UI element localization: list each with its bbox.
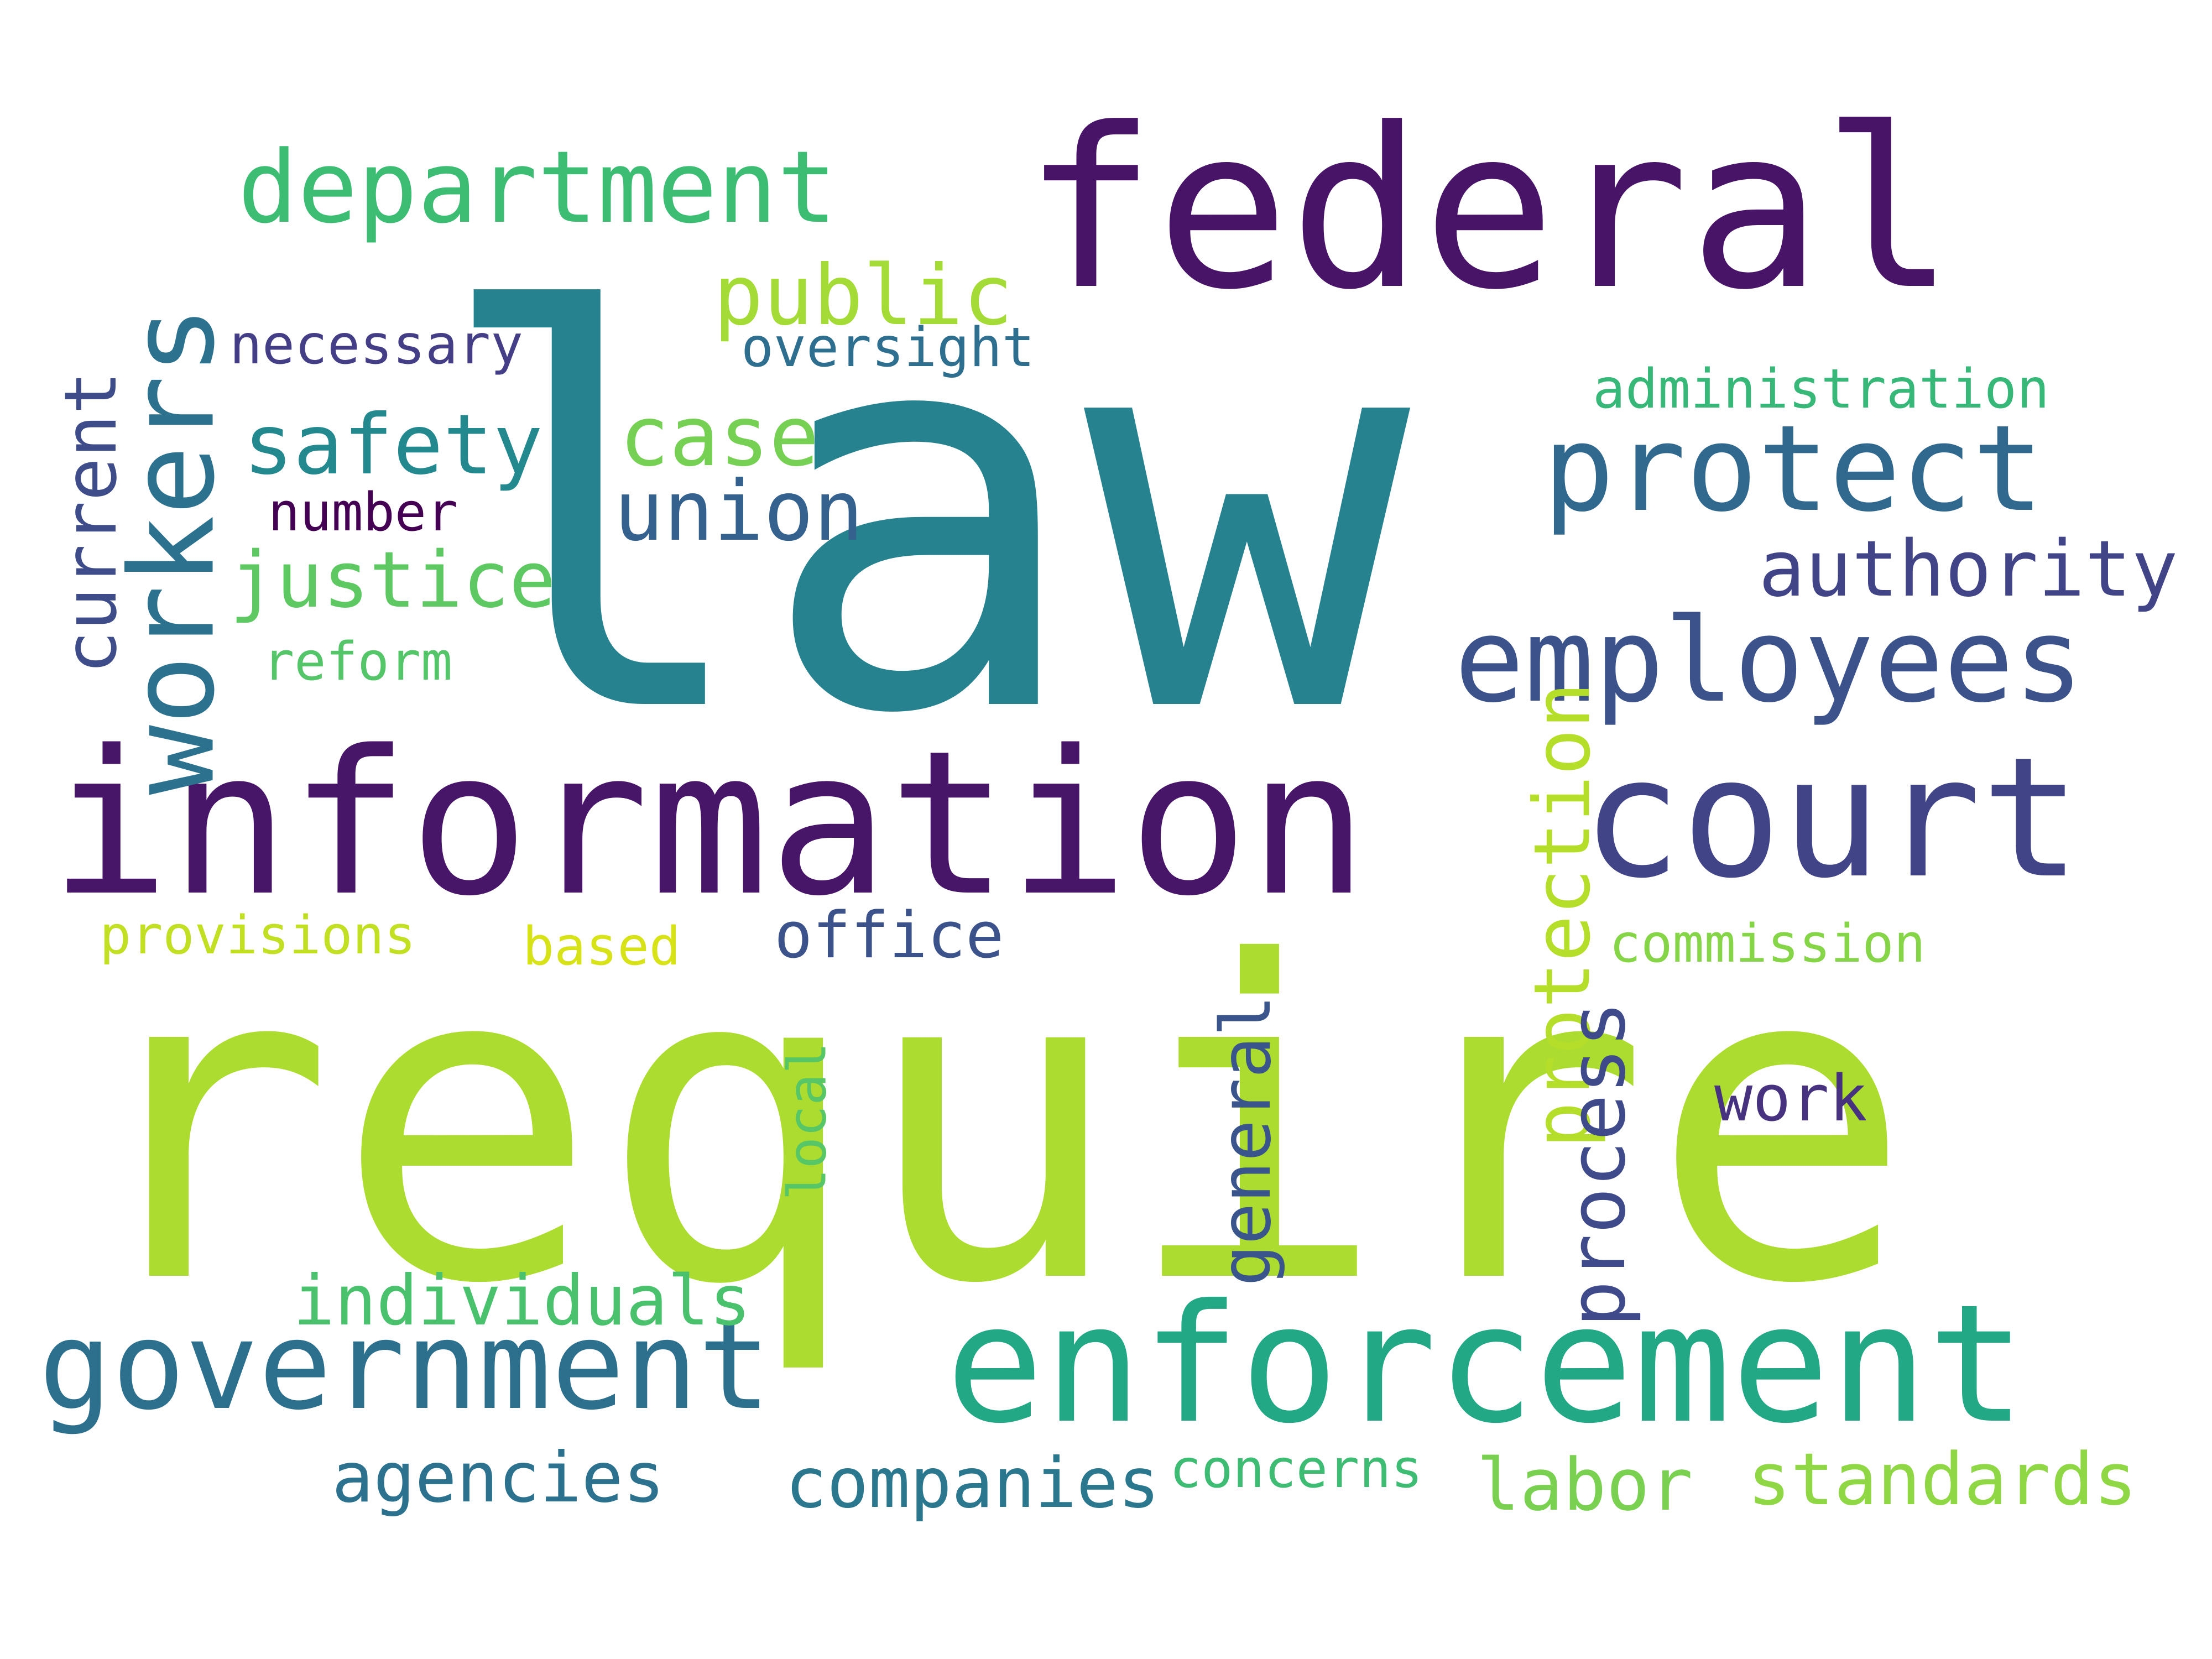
word-reform: reform: [263, 632, 453, 692]
word-office: office: [774, 899, 1004, 973]
word-individuals: individuals: [293, 1261, 751, 1341]
word-general: general: [1206, 995, 1286, 1286]
word-public: public: [713, 248, 1013, 344]
word-authority: authority: [1759, 524, 2178, 614]
word-oversight: oversight: [741, 316, 1035, 379]
word-labor: labor: [1477, 1443, 1693, 1527]
word-department: department: [238, 130, 837, 246]
word-number: number: [268, 482, 458, 543]
word-necessary: necessary: [229, 314, 524, 377]
word-federal: federal: [1023, 81, 1955, 338]
word-government: government: [39, 1295, 771, 1437]
word-administration: administration: [1593, 358, 2050, 421]
word-require: require: [72, 871, 1913, 1379]
word-process: process: [1553, 1000, 1644, 1328]
word-concerns: concerns: [1170, 1439, 1423, 1500]
word-protect: protect: [1543, 399, 2044, 538]
word-commission: commission: [1609, 914, 1926, 974]
word-agencies: agencies: [332, 1438, 665, 1518]
word-justice: justice: [229, 535, 556, 625]
word-employees: employees: [1454, 593, 2084, 728]
word-information: information: [50, 708, 1369, 940]
word-case: case: [619, 389, 820, 485]
word-work: work: [1714, 1062, 1867, 1136]
word-standards: standards: [1747, 1437, 2137, 1521]
word-enforcement: enforcement: [946, 1269, 2026, 1459]
word-current: current: [48, 371, 133, 674]
word-court: court: [1582, 722, 2081, 915]
word-union: union: [614, 463, 864, 560]
word-companies: companies: [785, 1443, 1160, 1524]
word-safety: safety: [243, 397, 543, 493]
word-provisions: provisions: [100, 905, 416, 966]
word-based: based: [523, 916, 681, 977]
word-law: law: [431, 201, 1411, 832]
word-local: local: [777, 1042, 838, 1201]
